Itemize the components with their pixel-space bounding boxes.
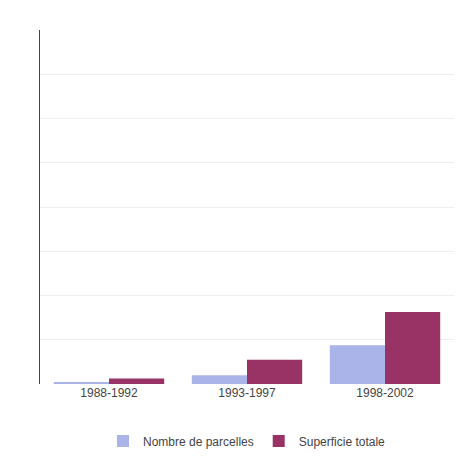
svg-text:Superficie totale: Superficie totale [299,435,385,449]
svg-text:1993-1997: 1993-1997 [218,386,276,400]
svg-text:1988-1992: 1988-1992 [80,386,138,400]
svg-text:Nombre de parcelles: Nombre de parcelles [143,435,254,449]
svg-text:1998-2002: 1998-2002 [356,386,414,400]
